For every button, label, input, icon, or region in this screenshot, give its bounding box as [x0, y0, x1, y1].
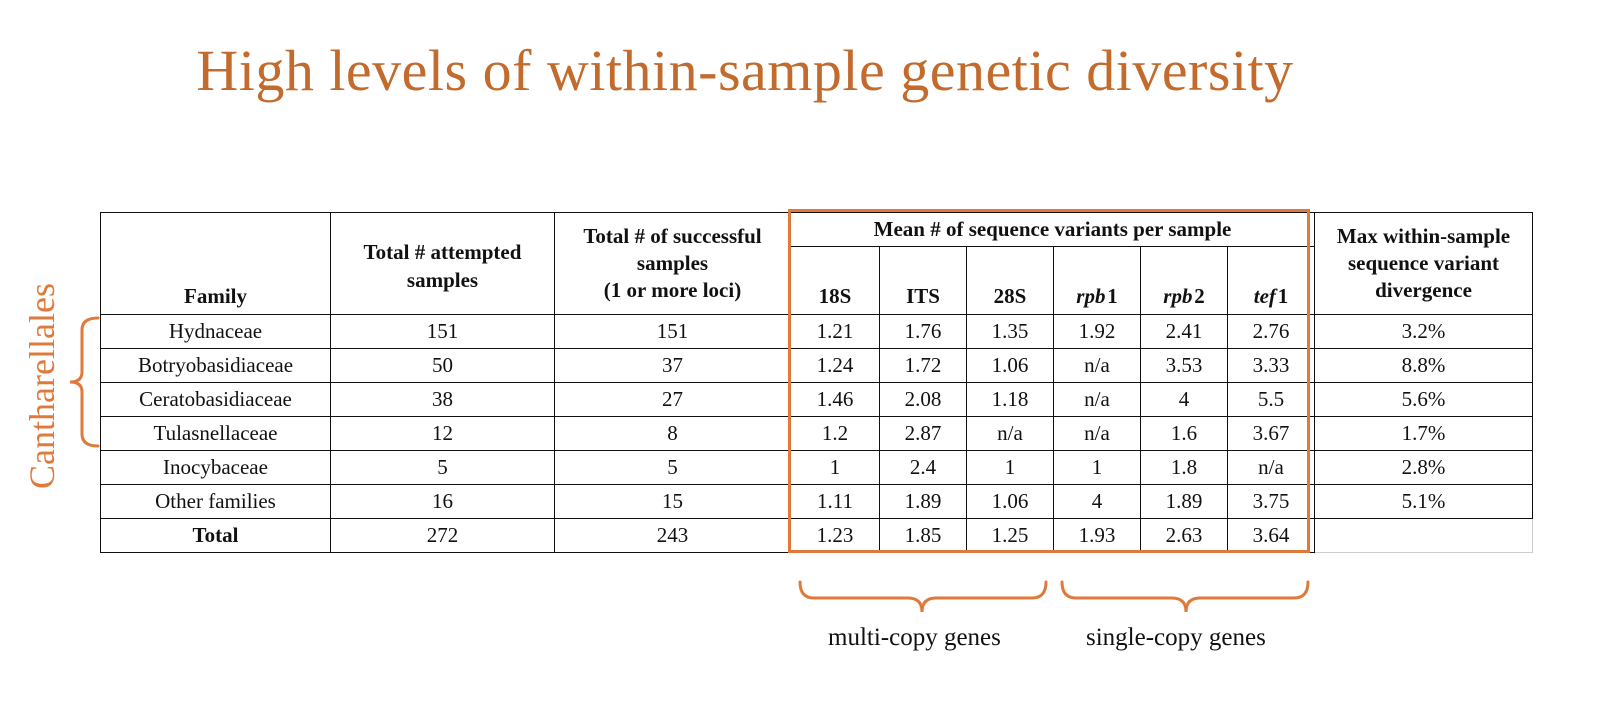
- cell-its: 1.89: [879, 484, 967, 519]
- table-row: Other families 16 15 1.11 1.89 1.06 4 1.…: [100, 484, 1533, 519]
- cell-successful: 37: [554, 348, 791, 383]
- header-family: Family: [100, 212, 331, 315]
- multi-copy-genes-label: multi-copy genes: [828, 624, 1001, 651]
- cell-rpb1: n/a: [1053, 382, 1141, 417]
- cell-successful: 8: [554, 416, 791, 451]
- table-body: Hydnaceae 151 151 1.21 1.76 1.35 1.92 2.…: [100, 314, 1533, 553]
- cell-tef1: n/a: [1227, 450, 1315, 485]
- diversity-table: Family Total # attempted samples Total #…: [100, 212, 1533, 553]
- header-tef1: tef 1: [1227, 246, 1315, 315]
- table-row: Inocybaceae 5 5 1 2.4 1 1 1.8 n/a 2.8%: [100, 450, 1533, 485]
- cell-28s: n/a: [966, 416, 1054, 451]
- cell-successful: 243: [554, 518, 791, 553]
- cell-attempted: 16: [330, 484, 555, 519]
- header-attempted: Total # attempted samples: [330, 212, 555, 315]
- cell-family: Inocybaceae: [100, 450, 331, 485]
- cell-its: 2.87: [879, 416, 967, 451]
- cell-tef1: 3.67: [1227, 416, 1315, 451]
- cell-attempted: 5: [330, 450, 555, 485]
- cell-family: Botryobasidiaceae: [100, 348, 331, 383]
- cell-28s: 1: [966, 450, 1054, 485]
- cell-family: Other families: [100, 484, 331, 519]
- slide-title: High levels of within-sample genetic div…: [196, 38, 1294, 103]
- table-row-total: Total 272 243 1.23 1.85 1.25 1.93 2.63 3…: [100, 518, 1533, 553]
- single-copy-genes-label: single-copy genes: [1086, 624, 1266, 651]
- cell-attempted: 50: [330, 348, 555, 383]
- table-row: Ceratobasidiaceae 38 27 1.46 2.08 1.18 n…: [100, 382, 1533, 417]
- cell-rpb1: 1: [1053, 450, 1141, 485]
- cell-successful: 27: [554, 382, 791, 417]
- cell-maxdiv: 8.8%: [1314, 348, 1533, 383]
- cell-family: Ceratobasidiaceae: [100, 382, 331, 417]
- header-its: ITS: [879, 246, 967, 315]
- cell-attempted: 151: [330, 314, 555, 349]
- cell-rpb2: 2.41: [1140, 314, 1228, 349]
- header-28s: 28S: [966, 246, 1054, 315]
- cell-successful: 151: [554, 314, 791, 349]
- cell-18s: 1.21: [790, 314, 880, 349]
- header-mean-variants: Mean # of sequence variants per sample: [790, 212, 1315, 247]
- header-successful: Total # of successful samples (1 or more…: [554, 212, 791, 315]
- table-row: Hydnaceae 151 151 1.21 1.76 1.35 1.92 2.…: [100, 314, 1533, 349]
- header-18s: 18S: [790, 246, 880, 315]
- cell-28s: 1.06: [966, 348, 1054, 383]
- cell-family: Tulasnellaceae: [100, 416, 331, 451]
- cell-18s: 1.2: [790, 416, 880, 451]
- cell-successful: 5: [554, 450, 791, 485]
- cell-rpb1: 4: [1053, 484, 1141, 519]
- table-row: Tulasnellaceae 12 8 1.2 2.87 n/a n/a 1.6…: [100, 416, 1533, 451]
- cell-maxdiv: 3.2%: [1314, 314, 1533, 349]
- header-max-divergence: Max within-sample sequence variant diver…: [1314, 212, 1533, 315]
- cantharellales-label: Cantharellales: [22, 283, 62, 489]
- cell-rpb2: 2.63: [1140, 518, 1228, 553]
- cell-its: 2.08: [879, 382, 967, 417]
- cell-tef1: 5.5: [1227, 382, 1315, 417]
- cell-its: 1.72: [879, 348, 967, 383]
- cell-family: Total: [100, 518, 331, 553]
- cell-tef1: 3.75: [1227, 484, 1315, 519]
- cell-rpb1: 1.93: [1053, 518, 1141, 553]
- multi-copy-bracket: [798, 580, 1048, 613]
- cell-rpb2: 3.53: [1140, 348, 1228, 383]
- cell-maxdiv: 5.6%: [1314, 382, 1533, 417]
- table-row: Botryobasidiaceae 50 37 1.24 1.72 1.06 n…: [100, 348, 1533, 383]
- cell-successful: 15: [554, 484, 791, 519]
- header-rpb1: rpb 1: [1053, 246, 1141, 315]
- cell-28s: 1.18: [966, 382, 1054, 417]
- cell-rpb2: 1.8: [1140, 450, 1228, 485]
- cell-18s: 1.23: [790, 518, 880, 553]
- cell-rpb2: 4: [1140, 382, 1228, 417]
- cell-rpb2: 1.89: [1140, 484, 1228, 519]
- cantharellales-bracket: [69, 316, 100, 448]
- header-rpb2: rpb 2: [1140, 246, 1228, 315]
- cell-rpb1: n/a: [1053, 348, 1141, 383]
- cell-its: 1.76: [879, 314, 967, 349]
- single-copy-bracket: [1060, 580, 1310, 613]
- cell-maxdiv: 1.7%: [1314, 416, 1533, 451]
- cell-attempted: 272: [330, 518, 555, 553]
- cell-28s: 1.35: [966, 314, 1054, 349]
- cell-tef1: 3.64: [1227, 518, 1315, 553]
- cell-family: Hydnaceae: [100, 314, 331, 349]
- cell-18s: 1.46: [790, 382, 880, 417]
- cell-28s: 1.25: [966, 518, 1054, 553]
- cell-28s: 1.06: [966, 484, 1054, 519]
- cell-maxdiv: 2.8%: [1314, 450, 1533, 485]
- cell-rpb1: n/a: [1053, 416, 1141, 451]
- cell-tef1: 3.33: [1227, 348, 1315, 383]
- cell-maxdiv: [1314, 518, 1533, 553]
- cell-attempted: 12: [330, 416, 555, 451]
- cell-18s: 1: [790, 450, 880, 485]
- cell-its: 1.85: [879, 518, 967, 553]
- cell-attempted: 38: [330, 382, 555, 417]
- cell-maxdiv: 5.1%: [1314, 484, 1533, 519]
- cell-18s: 1.24: [790, 348, 880, 383]
- cell-18s: 1.11: [790, 484, 880, 519]
- cell-rpb2: 1.6: [1140, 416, 1228, 451]
- cell-its: 2.4: [879, 450, 967, 485]
- cell-rpb1: 1.92: [1053, 314, 1141, 349]
- cell-tef1: 2.76: [1227, 314, 1315, 349]
